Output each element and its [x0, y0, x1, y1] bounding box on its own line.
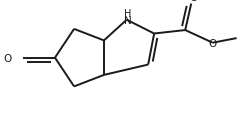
- Text: O: O: [3, 53, 12, 63]
- Text: H: H: [124, 9, 131, 19]
- Text: N: N: [124, 16, 131, 25]
- Text: O: O: [209, 38, 217, 48]
- Text: O: O: [189, 0, 197, 3]
